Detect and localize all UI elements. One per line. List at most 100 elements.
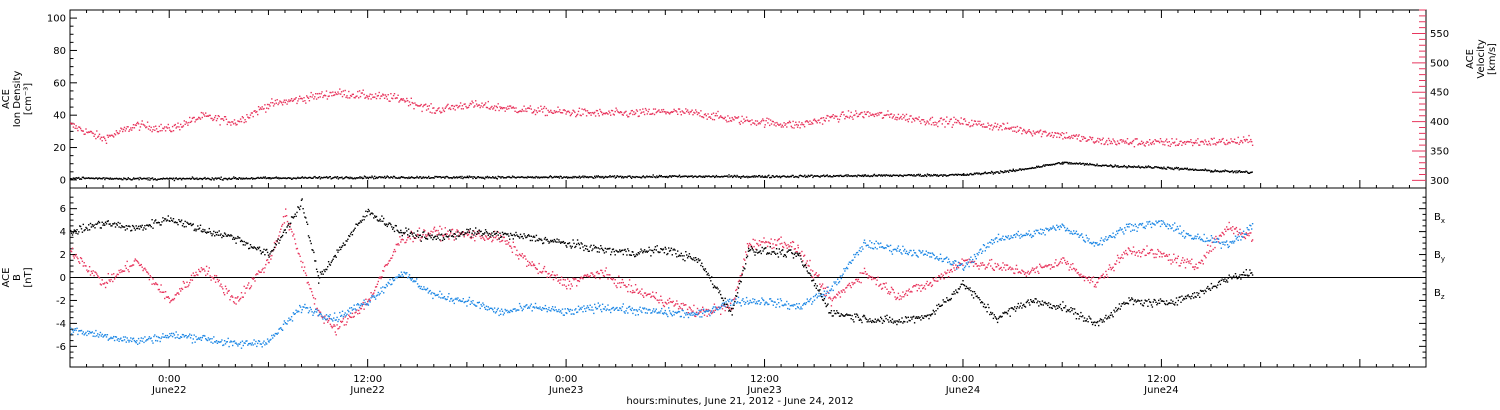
data-point [1027,168,1030,170]
data-point [641,176,644,178]
data-point [848,117,851,119]
data-point [100,284,102,286]
data-point [574,175,576,178]
data-point [463,176,465,179]
data-point [187,336,189,338]
data-point [1109,266,1112,269]
data-point [1143,249,1145,251]
data-point [353,177,356,179]
data-point [636,310,639,312]
data-point [224,177,226,180]
data-point [456,104,458,107]
data-point [981,264,983,266]
data-point [377,94,379,97]
data-point [585,307,588,309]
data-point [189,177,191,180]
data-point [972,173,974,176]
data-point [1025,168,1027,170]
data-point [741,272,743,275]
data-point [348,90,350,93]
data-point [505,107,507,109]
data-point [1136,251,1138,253]
data-point [924,174,926,176]
data-point [554,274,556,277]
data-point [399,100,401,102]
data-point [410,279,412,281]
data-point [157,131,160,133]
data-point [971,119,973,122]
data-point [1016,125,1019,128]
data-point [245,177,248,179]
data-point [445,106,447,108]
data-point [723,305,725,307]
data-point [102,177,104,179]
data-point [93,332,95,334]
data-point [284,322,286,324]
data-point [529,176,532,178]
data-point [803,175,805,178]
data-point [167,337,169,339]
data-point [539,110,541,112]
data-point [260,108,262,110]
data-point [837,121,840,123]
data-point [502,314,505,316]
data-point [891,288,894,290]
data-point [564,279,566,281]
data-point [504,308,506,311]
data-point [779,176,782,179]
data-point [508,241,510,244]
data-point [192,116,194,119]
data-point [964,259,967,261]
data-point [269,105,271,107]
data-point [482,106,484,108]
data-point [116,178,119,180]
right-tick-label: 400 [1430,117,1449,128]
data-point [1022,130,1024,132]
data-point [744,120,746,123]
data-point [822,287,825,290]
data-point [193,334,195,336]
data-point [688,175,691,178]
data-point [704,175,707,177]
data-point [897,174,899,177]
data-point [843,114,845,116]
data-point [610,114,612,116]
data-point [343,177,345,180]
data-point [409,238,412,240]
data-point [822,175,824,177]
data-point [182,280,185,283]
data-point [1056,162,1059,165]
data-point [557,280,559,282]
data-point [774,239,776,241]
data-point [367,96,369,98]
data-point [117,133,119,135]
data-point [221,286,223,288]
data-point [846,284,849,287]
data-point [232,121,234,123]
data-point [585,176,587,178]
data-point [316,93,319,95]
data-point [776,175,778,177]
data-point [356,177,358,179]
data-point [335,319,337,321]
data-point [347,176,349,179]
data-point [739,302,741,304]
data-point [467,177,470,179]
data-point [833,281,835,283]
data-point [673,108,675,111]
data-point [486,238,489,240]
data-point [93,274,95,277]
data-point [1223,170,1225,173]
data-point [355,95,357,98]
data-point [769,119,772,121]
data-point [325,314,328,316]
data-point [598,176,600,178]
data-point [987,172,989,174]
data-point [904,119,907,121]
data-point [1218,139,1221,141]
data-point [122,270,124,272]
data-point [825,117,827,119]
data-point [692,310,694,312]
data-point [300,176,303,179]
data-point [1007,170,1009,172]
